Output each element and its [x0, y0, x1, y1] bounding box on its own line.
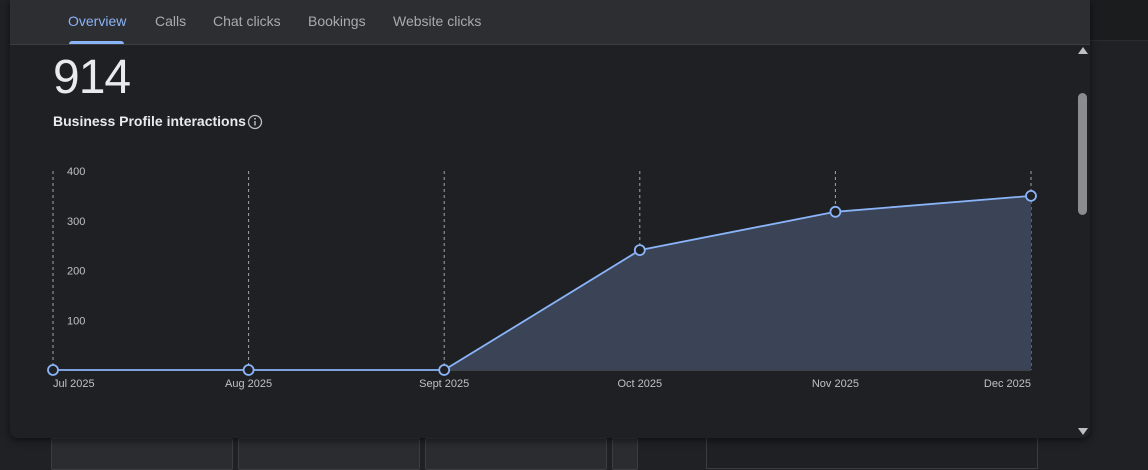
y-tick-label: 100	[67, 315, 85, 327]
x-tick-label: Aug 2025	[225, 378, 272, 390]
tab-calls[interactable]: Calls	[155, 13, 187, 29]
background-card	[612, 438, 638, 470]
tab-bar: Overview Calls Chat clicks Bookings Webs…	[10, 0, 1090, 45]
data-point	[438, 364, 451, 376]
data-point	[1025, 189, 1037, 202]
tab-bookings[interactable]: Bookings	[308, 13, 366, 29]
series-area	[53, 195, 1031, 370]
interactions-chart: 100 200 300 400 Jul 2025 Aug 2025 Sept 2025 Oct…	[47, 166, 1037, 390]
background-card	[238, 438, 420, 470]
background-header-strip	[1090, 0, 1148, 41]
x-tick-label: Oct 2025	[617, 378, 662, 390]
y-tick-label: 300	[67, 216, 85, 228]
scroll-down-arrow[interactable]	[1078, 428, 1088, 435]
data-point	[633, 244, 646, 257]
vertical-scrollbar[interactable]	[1076, 44, 1090, 438]
tab-website-clicks[interactable]: Website clicks	[393, 13, 482, 29]
total-interactions-value: 914	[53, 51, 131, 104]
data-point	[242, 364, 255, 376]
data-point	[47, 364, 59, 376]
y-tick-label: 400	[67, 166, 85, 178]
info-icon[interactable]	[247, 114, 263, 130]
background-panel	[706, 438, 1038, 469]
x-tick-label: Jul 2025	[53, 378, 95, 390]
background-card	[51, 438, 233, 470]
series-line	[53, 194, 1032, 371]
x-tick-label: Sept 2025	[419, 378, 469, 390]
data-point	[829, 205, 842, 218]
x-tick-label: Dec 2025	[984, 378, 1031, 390]
tab-overview[interactable]: Overview	[68, 13, 127, 29]
metric-label: Business Profile interactions	[53, 113, 246, 129]
tab-chat-clicks[interactable]: Chat clicks	[213, 13, 281, 29]
x-tick-label: Nov 2025	[812, 378, 859, 390]
background-card	[425, 438, 607, 470]
performance-dialog: Overview Calls Chat clicks Bookings Webs…	[10, 0, 1090, 438]
scroll-up-arrow[interactable]	[1078, 47, 1088, 54]
active-tab-indicator	[69, 41, 124, 44]
scroll-thumb[interactable]	[1078, 93, 1087, 215]
y-tick-label: 200	[67, 266, 85, 278]
